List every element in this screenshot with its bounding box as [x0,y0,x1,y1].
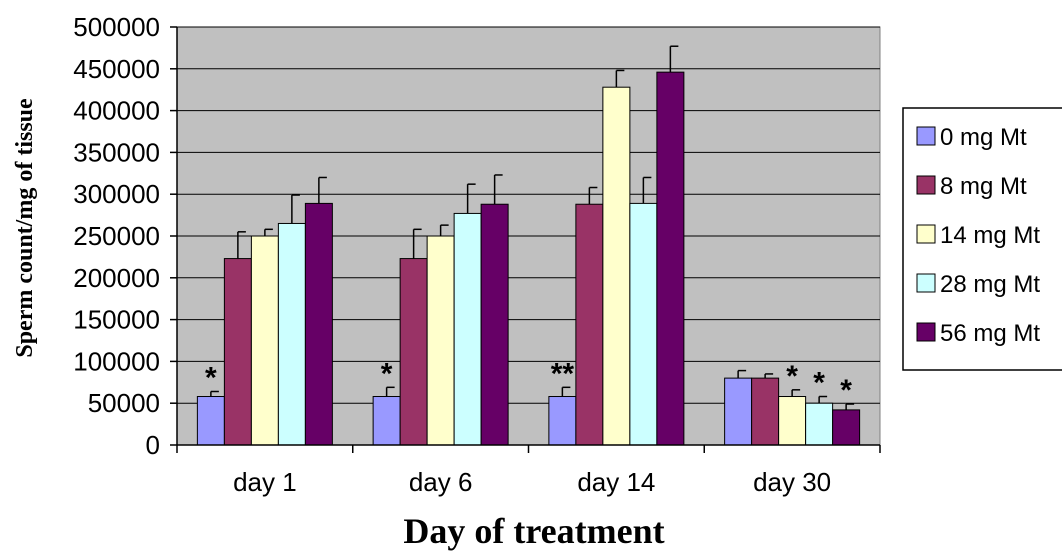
legend: 0 mg Mt 8 mg Mt 14 mg Mt 28 mg Mt 56 mg Mt [902,107,1062,371]
y-tick-label: 300000 [73,179,160,209]
y-tick-label: 0 [146,430,160,460]
bar [724,377,753,446]
legend-swatch [916,175,936,195]
bar [656,71,685,446]
bar [778,396,807,446]
legend-label: 14 mg Mt [940,222,1040,249]
significance-marker: * [381,357,393,390]
bar [277,222,306,446]
bar [399,258,428,446]
legend-label: 0 mg Mt [940,124,1027,151]
x-tick-label: day 30 [753,467,831,497]
bar [548,396,577,446]
bar [832,409,861,446]
y-tick-label: 250000 [73,221,160,251]
bar [751,377,780,446]
y-tick-label: 100000 [73,346,160,376]
y-tick-label: 400000 [73,96,160,126]
bar [453,212,482,446]
bar [575,203,604,446]
legend-swatch [916,126,936,146]
x-tick-label: day 14 [577,467,655,497]
bar [223,258,252,446]
y-tick-label: 200000 [73,263,160,293]
legend-swatch [916,224,936,244]
y-tick-label: 150000 [73,305,160,335]
y-tick-label: 50000 [88,388,160,418]
bar [196,396,225,446]
bar [304,202,333,446]
y-axis-title: Sperm count/mg of tissue [12,98,38,358]
significance-marker: ** [551,357,575,390]
bar [372,396,401,446]
axes-group: 0 50000 100000 150000 200000 250000 300000 3500… [73,12,881,497]
significance-marker: * [840,374,852,407]
x-tick-label: day 6 [409,467,473,497]
legend-label: 56 mg Mt [940,320,1040,347]
bar [426,235,455,446]
annotations-group: * * ** * * * [205,357,852,407]
bar [629,202,658,446]
bar [602,86,631,446]
legend-swatch [916,273,936,293]
bar [480,203,509,446]
bar [250,235,279,446]
legend-label: 28 mg Mt [940,271,1040,298]
bar [805,402,834,446]
x-tick-label: day 1 [233,467,297,497]
significance-marker: * [786,360,798,393]
legend-label: 8 mg Mt [940,173,1027,200]
y-tick-label: 450000 [73,54,160,84]
x-axis-title: Day of treatment [403,511,664,551]
legend-swatch [916,322,936,342]
significance-marker: * [205,361,217,394]
bars-group [196,45,861,446]
significance-marker: * [813,367,825,400]
y-tick-label: 500000 [73,12,160,42]
y-tick-label: 350000 [73,137,160,167]
